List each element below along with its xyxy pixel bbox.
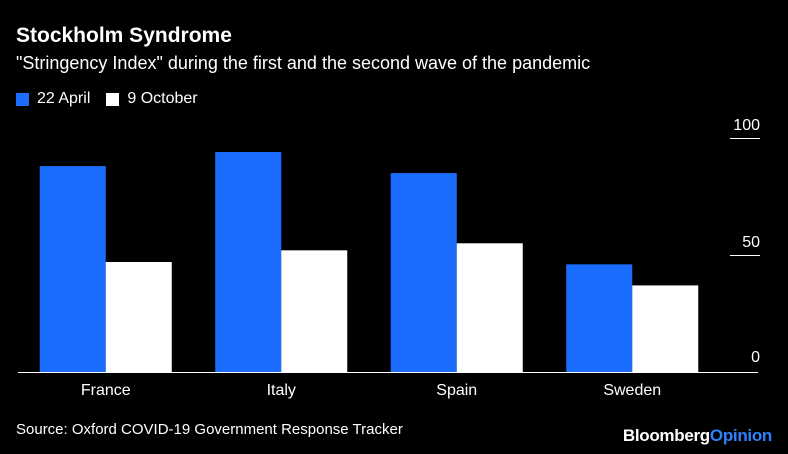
bar-spain-series-1 xyxy=(390,173,457,372)
bar-sweden-series-2 xyxy=(632,285,699,372)
brand-opinion: Opinion xyxy=(709,426,772,445)
legend-item-series-1: 22 April xyxy=(16,90,90,108)
source-note: Source: Oxford COVID-19 Government Respo… xyxy=(16,421,403,438)
y-tick-label-100: 100 xyxy=(733,117,760,134)
y-tick-label-0: 0 xyxy=(751,349,760,366)
bar-sweden-series-1 xyxy=(566,264,633,372)
legend-label-series-1: 22 April xyxy=(37,90,91,107)
bar-france-series-1 xyxy=(39,166,106,372)
bar-italy-series-2 xyxy=(281,250,348,372)
bar-france-series-2 xyxy=(105,262,172,372)
legend-item-series-2: 9 October xyxy=(106,90,198,108)
x-tick-label-sweden: Sweden xyxy=(603,382,661,399)
chart-subtitle: "Stringency Index" during the first and … xyxy=(16,53,591,73)
brand-name: Bloomberg xyxy=(622,426,710,445)
y-tick-label-50: 50 xyxy=(742,234,760,251)
bar-italy-series-1 xyxy=(215,152,282,372)
x-tick-label-italy: Italy xyxy=(267,382,296,399)
brand-logo: BloombergOpinion xyxy=(623,426,772,446)
chart-title: Stockholm Syndrome xyxy=(16,24,232,47)
x-tick-label-spain: Spain xyxy=(436,382,477,399)
x-tick-label-france: France xyxy=(81,382,131,399)
bar-spain-series-2 xyxy=(456,243,523,372)
legend-swatch-series-2 xyxy=(106,92,120,106)
legend-label-series-2: 9 October xyxy=(127,90,198,107)
legend: 22 April 9 October xyxy=(16,90,214,108)
legend-swatch-series-1 xyxy=(16,92,29,106)
